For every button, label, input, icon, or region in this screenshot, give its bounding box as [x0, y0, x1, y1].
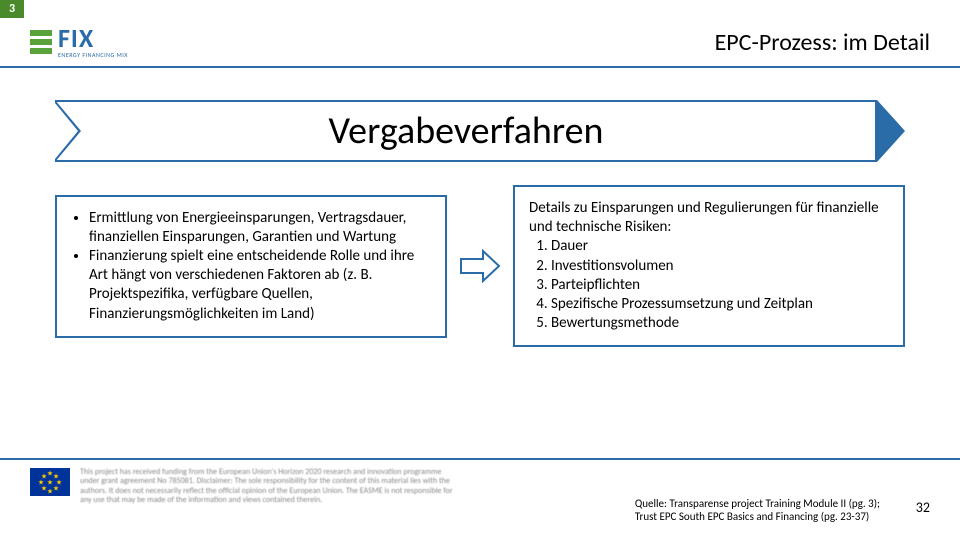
list-item: Parteipflichten	[551, 276, 889, 295]
header: FIX ENERGY FINANCING MIX EPC-Prozess: im…	[0, 18, 960, 68]
slide-number: 32	[916, 499, 930, 516]
logo: FIX ENERGY FINANCING MIX	[30, 25, 128, 59]
page-title: EPC-Prozess: im Detail	[715, 28, 930, 57]
list-item: Bewertungsmethode	[551, 314, 889, 333]
logo-sub: ENERGY FINANCING MIX	[58, 51, 128, 59]
banner-notch-icon	[55, 100, 81, 162]
source-line: Quelle: Transparense project Training Mo…	[635, 497, 880, 511]
disclaimer-text: This project has received funding from t…	[80, 468, 460, 506]
right-box: Details zu Einsparungen und Regulierunge…	[513, 185, 905, 347]
source-citation: Quelle: Transparense project Training Mo…	[635, 497, 880, 525]
left-box: Ermittlung von Energieeinsparungen, Vert…	[55, 195, 447, 338]
right-intro: Details zu Einsparungen und Regulierunge…	[529, 199, 889, 237]
right-ordered-list: Dauer Investitionsvolumen Parteipflichte…	[529, 237, 889, 333]
arrowhead-icon	[877, 100, 905, 162]
content-row: Ermittlung von Energieeinsparungen, Vert…	[55, 185, 905, 347]
left-bullet-list: Ermittlung von Energieeinsparungen, Vert…	[71, 209, 431, 324]
banner-body: Vergabeverfahren	[55, 100, 877, 162]
list-item: Ermittlung von Energieeinsparungen, Vert…	[89, 209, 431, 247]
eu-flag-icon	[30, 468, 70, 496]
list-item: Finanzierung spielt eine entscheidende R…	[89, 247, 431, 324]
connector-arrow-icon	[459, 249, 501, 283]
page-tab: 3	[0, 0, 24, 18]
logo-main: FIX	[58, 25, 128, 51]
logo-bars-icon	[30, 30, 52, 54]
banner: Vergabeverfahren	[55, 100, 905, 162]
banner-text: Vergabeverfahren	[329, 108, 604, 154]
list-item: Investitionsvolumen	[551, 257, 889, 276]
logo-text: FIX ENERGY FINANCING MIX	[58, 25, 128, 59]
list-item: Dauer	[551, 237, 889, 256]
source-line: Trust EPC South EPC Basics and Financing…	[635, 510, 880, 524]
list-item: Spezifische Prozessumsetzung und Zeitpla…	[551, 295, 889, 314]
